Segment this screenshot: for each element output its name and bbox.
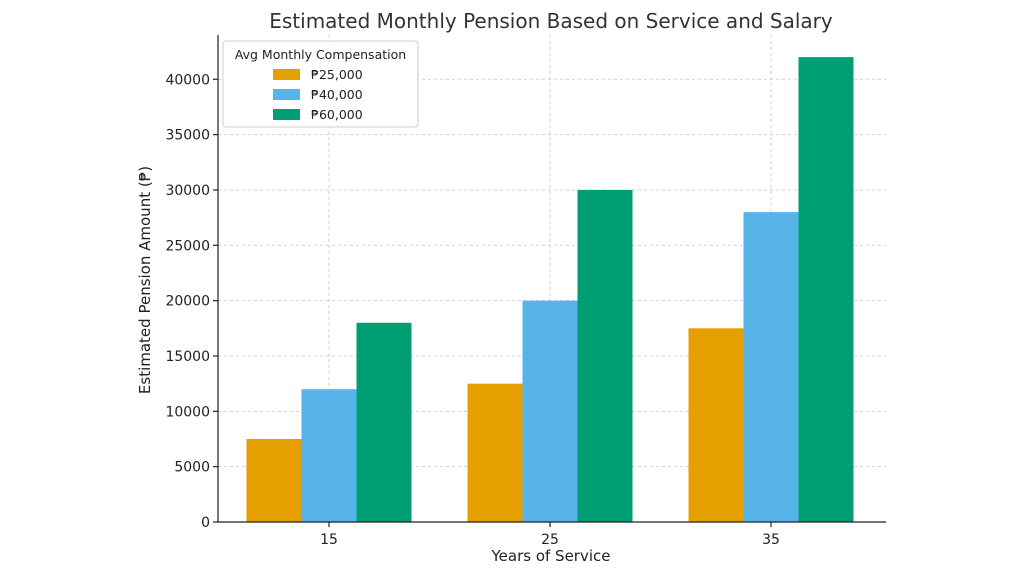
y-tick-label: 35000 xyxy=(165,128,210,144)
y-axis-label: Estimated Pension Amount (₱) xyxy=(136,166,154,394)
x-tick-label: 15 xyxy=(320,532,338,548)
bar-₱40,000-35 xyxy=(743,212,799,522)
bar-₱40,000-15 xyxy=(301,389,357,522)
bar-₱40,000-25 xyxy=(522,300,578,522)
legend-entry-label: ₱40,000 xyxy=(311,87,363,102)
legend: Avg Monthly Compensation ₱25,000 ₱40,000 ₱6… xyxy=(222,40,419,128)
bar-₱60,000-35 xyxy=(798,57,854,523)
bar-₱25,000-35 xyxy=(688,328,744,522)
y-axis-ticks: 0 5000 10000 15000 20000 25000 30000 35000 40000 xyxy=(165,72,218,531)
y-tick-label: 15000 xyxy=(165,349,210,365)
y-tick-label: 25000 xyxy=(165,238,210,254)
y-tick-label: 0 xyxy=(201,515,210,531)
bars xyxy=(246,57,854,523)
y-tick-label: 5000 xyxy=(174,460,210,476)
chart-title: Estimated Monthly Pension Based on Servi… xyxy=(269,9,833,33)
bar-₱60,000-15 xyxy=(356,322,412,522)
x-axis-label: Years of Service xyxy=(490,547,610,565)
bar-₱60,000-25 xyxy=(577,189,633,523)
legend-swatch xyxy=(273,89,300,100)
y-tick-label: 40000 xyxy=(165,72,210,88)
y-tick-label: 30000 xyxy=(165,183,210,199)
y-tick-label: 20000 xyxy=(165,294,210,310)
x-tick-label: 35 xyxy=(762,532,780,548)
legend-entry-label: ₱60,000 xyxy=(311,107,363,122)
x-tick-label: 25 xyxy=(541,532,559,548)
y-tick-label: 10000 xyxy=(165,404,210,420)
legend-entry-label: ₱25,000 xyxy=(311,67,363,82)
bar-₱25,000-25 xyxy=(467,383,523,522)
legend-title: Avg Monthly Compensation xyxy=(235,47,406,62)
x-axis-ticks: 15 25 35 xyxy=(320,522,780,548)
legend-box xyxy=(222,40,419,128)
legend-swatch xyxy=(273,109,300,120)
legend-swatch xyxy=(273,69,300,80)
bar-₱25,000-15 xyxy=(246,438,302,522)
